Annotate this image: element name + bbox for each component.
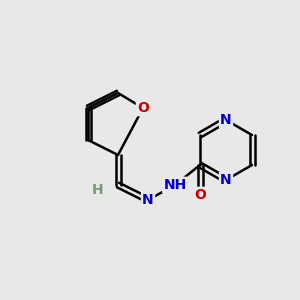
Text: O: O bbox=[194, 188, 206, 202]
Text: N: N bbox=[220, 173, 232, 187]
Text: H: H bbox=[92, 183, 104, 197]
Text: O: O bbox=[137, 101, 149, 115]
Text: N: N bbox=[220, 113, 232, 127]
Text: N: N bbox=[142, 193, 154, 207]
Text: NH: NH bbox=[164, 178, 187, 192]
